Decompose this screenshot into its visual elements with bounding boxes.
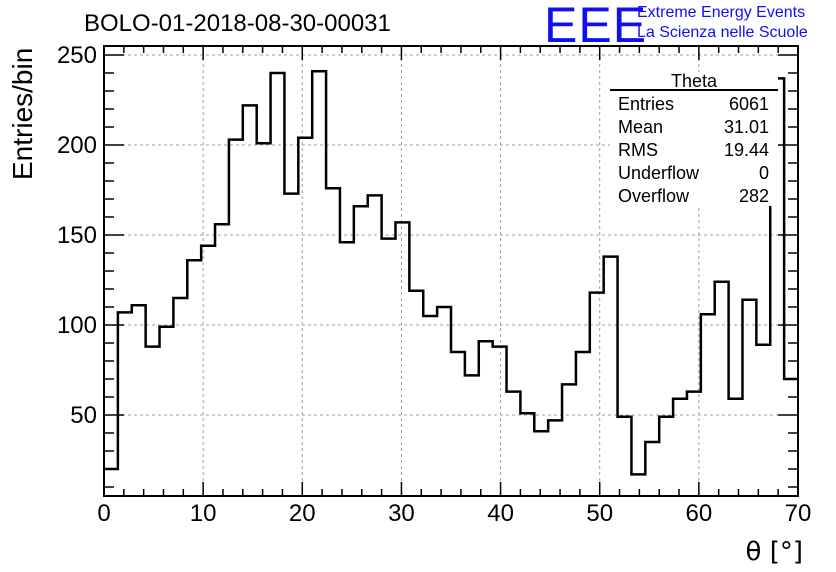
logo-caption-line1: Extreme Energy Events — [637, 4, 806, 21]
y-axis-label: Entries/bin — [7, 48, 38, 180]
logo-caption: Extreme Energy Events La Scienza nelle S… — [637, 3, 808, 43]
axis-ticks — [103, 46, 799, 496]
stats-value: 6061 — [729, 94, 769, 114]
y-tick-label: 100 — [57, 312, 97, 339]
histogram-title: BOLO-01-2018-08-30-00031 — [84, 10, 391, 37]
stats-label: RMS — [618, 140, 658, 160]
x-tick-label: 70 — [785, 500, 812, 527]
stats-label: Entries — [618, 94, 674, 114]
x-tick-label: 10 — [190, 500, 217, 527]
x-tick-label: 20 — [289, 500, 316, 527]
histogram-step-line — [104, 69, 798, 476]
y-tick-label: 150 — [57, 222, 97, 249]
x-tick-label: 60 — [686, 500, 713, 527]
y-tick-label: 50 — [70, 402, 97, 429]
x-tick-label: 30 — [388, 500, 415, 527]
stats-title: Theta — [671, 71, 718, 91]
x-tick-label: 0 — [97, 500, 110, 527]
stats-label: Underflow — [618, 163, 700, 183]
eee-logo: EEE — [544, 0, 648, 53]
stats-value: 0 — [759, 163, 769, 183]
stats-box: Theta Entries 6061 Mean 31.01 RMS 19.44 Underf… — [610, 71, 778, 206]
stats-label: Overflow — [618, 186, 690, 206]
stats-label: Mean — [618, 117, 663, 137]
stats-rows: Entries 6061 Mean 31.01 RMS 19.44 Underflow 0 Ov… — [618, 94, 769, 206]
logo-caption-line2: La Scienza nelle Scuole — [637, 24, 808, 41]
stats-value: 31.01 — [724, 117, 769, 137]
x-tick-label: 40 — [487, 500, 514, 527]
y-tick-label: 200 — [57, 132, 97, 159]
stats-value: 282 — [739, 186, 769, 206]
x-axis-label: θ [°] — [746, 537, 803, 567]
y-tick-label: 250 — [57, 42, 97, 69]
x-tick-label: 50 — [586, 500, 613, 527]
x-tick-labels: 0 10 20 30 40 50 60 70 — [97, 500, 811, 527]
stats-value: 19.44 — [724, 140, 769, 160]
y-tick-labels: 50 100 150 200 250 — [57, 42, 97, 429]
